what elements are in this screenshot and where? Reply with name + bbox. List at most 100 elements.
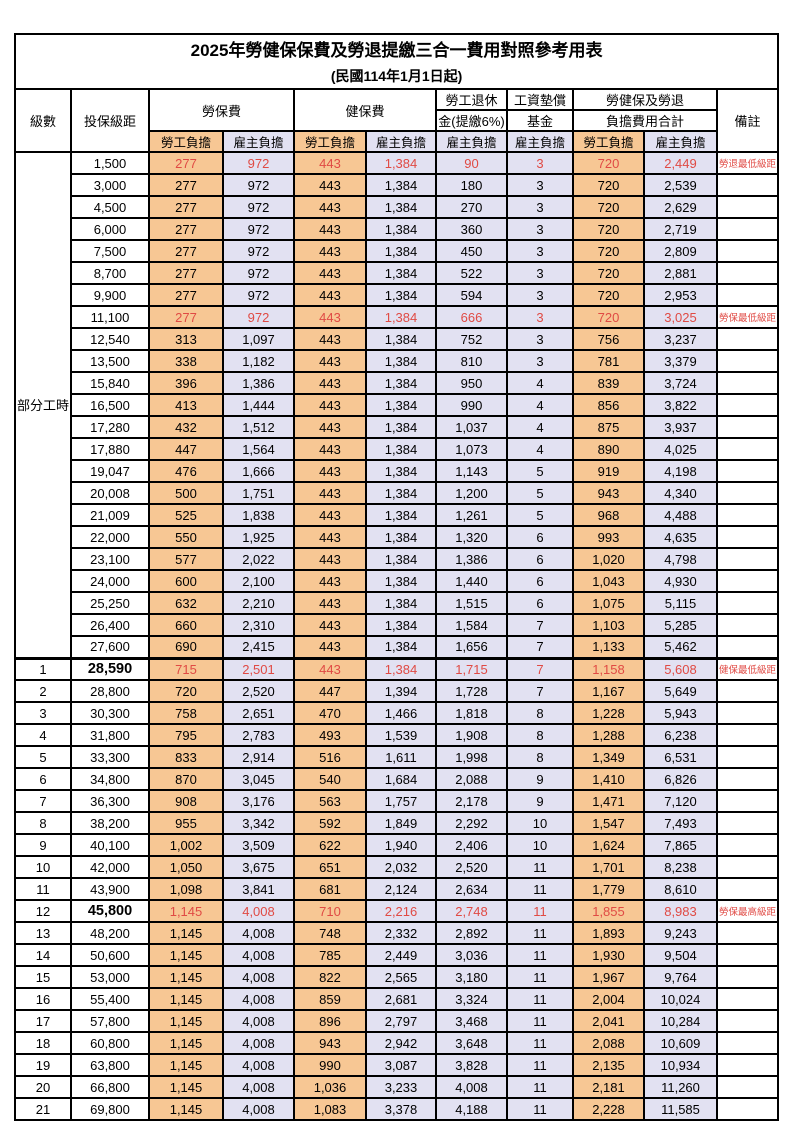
cell-total-employee: 2,228 [572, 1097, 645, 1121]
cell-labor-employee: 577 [148, 547, 224, 571]
cell-health-employer: 1,539 [365, 723, 437, 747]
table-row: 17 57,800 1,145 4,008 896 2,797 3,468 11 2,041 10… [14, 1009, 780, 1033]
cell-health-employer: 2,449 [365, 943, 437, 967]
cell-health-employee: 592 [293, 811, 367, 835]
cell-fund-employer: 11 [506, 1009, 574, 1033]
cell-pension-employer: 522 [435, 261, 508, 285]
cell-labor-employer: 2,100 [222, 569, 295, 593]
cell-note [715, 349, 780, 373]
cell-health-employer: 1,384 [365, 503, 437, 527]
cell-labor-employer: 972 [222, 305, 295, 329]
cell-labor-employee: 1,145 [148, 987, 224, 1011]
cell-health-employee: 896 [293, 1009, 367, 1033]
cell-total-employer: 5,608 [643, 656, 718, 681]
cell-health-employer: 1,384 [365, 415, 437, 439]
cell-health-employee: 443 [293, 635, 367, 659]
cell-total-employee: 875 [572, 415, 645, 439]
cell-health-employer: 1,384 [365, 261, 437, 285]
title-cell: 2025年勞健保保費及勞退提繳三合一費用對照參考用表 (民國114年1月1日起) [13, 33, 780, 90]
cell-fund-employer: 3 [506, 151, 574, 175]
cell-total-employer: 2,719 [643, 217, 718, 241]
cell-note [715, 943, 780, 967]
cell-total-employee: 1,624 [572, 833, 645, 857]
cell-note: 勞保最低級距 [715, 305, 780, 329]
table-row: 17,880 447 1,564 443 1,384 1,073 4 890 4,025 [15, 437, 780, 461]
table-subtitle: (民國114年1月1日起) [330, 67, 463, 84]
cell-labor-employer: 2,310 [222, 613, 295, 637]
cell-pension-employer: 2,892 [435, 921, 508, 945]
cell-total-employer: 9,504 [643, 943, 718, 967]
cell-note [715, 877, 780, 901]
cell-fund-employer: 4 [506, 437, 574, 461]
cell-labor-employer: 1,182 [222, 349, 295, 373]
cell-health-employer: 1,384 [365, 459, 437, 483]
cell-fund-employer: 11 [506, 1075, 574, 1099]
cell-health-employee: 443 [293, 393, 367, 417]
header-health-insurance: 健保費 [293, 88, 437, 132]
cell-note: 健保最低級距 [715, 656, 780, 681]
cell-note [715, 393, 780, 417]
cell-note [715, 635, 780, 659]
cell-fund-employer: 10 [506, 811, 574, 835]
cell-labor-employee: 447 [148, 437, 224, 461]
cell-total-employer: 6,531 [643, 745, 718, 769]
cell-note [715, 613, 780, 637]
cell-labor-employer: 2,022 [222, 547, 295, 571]
cell-level: 7 [14, 789, 72, 813]
cell-pension-employer: 1,386 [435, 547, 508, 571]
cell-total-employee: 1,893 [572, 921, 645, 945]
cell-total-employer: 4,798 [643, 547, 718, 571]
cell-pension-employer: 1,037 [435, 415, 508, 439]
cell-total-employee: 1,158 [572, 656, 645, 681]
cell-total-employee: 1,228 [572, 701, 645, 725]
cell-health-employer: 3,087 [365, 1053, 437, 1077]
cell-health-employee: 748 [293, 921, 367, 945]
cell-total-employee: 1,075 [572, 591, 645, 615]
cell-total-employer: 3,379 [643, 349, 718, 373]
cell-bracket: 66,800 [70, 1075, 150, 1099]
cell-pension-employer: 3,180 [435, 965, 508, 989]
cell-health-employer: 1,394 [365, 679, 437, 703]
cell-labor-employee: 500 [148, 481, 224, 505]
cell-fund-employer: 8 [506, 701, 574, 725]
cell-bracket: 34,800 [70, 767, 150, 791]
cell-fund-employer: 3 [506, 305, 574, 329]
cell-total-employer: 10,609 [643, 1031, 718, 1055]
cell-health-employee: 443 [293, 261, 367, 285]
subheader-health-employee: 勞工負擔 [293, 130, 367, 153]
cell-health-employee: 470 [293, 701, 367, 725]
cell-total-employer: 10,284 [643, 1009, 718, 1033]
cell-total-employee: 720 [572, 261, 645, 285]
cell-pension-employer: 450 [435, 239, 508, 263]
cell-labor-employer: 3,176 [222, 789, 295, 813]
cell-total-employee: 1,103 [572, 613, 645, 637]
cell-labor-employee: 413 [148, 393, 224, 417]
cell-total-employee: 1,967 [572, 965, 645, 989]
cell-fund-employer: 5 [506, 503, 574, 527]
cell-bracket: 22,000 [70, 525, 150, 549]
cell-health-employee: 563 [293, 789, 367, 813]
cell-note [715, 591, 780, 615]
cell-labor-employee: 1,145 [148, 921, 224, 945]
premium-reference-table: 2025年勞健保保費及勞退提繳三合一費用對照參考用表 (民國114年1月1日起)… [13, 33, 780, 1121]
subheader-labor-employee: 勞工負擔 [148, 130, 224, 153]
cell-fund-employer: 11 [506, 943, 574, 967]
table-row: 23,100 577 2,022 443 1,384 1,386 6 1,020 4,798 [15, 547, 780, 571]
cell-pension-employer: 1,200 [435, 481, 508, 505]
cell-total-employer: 3,822 [643, 393, 718, 417]
table-row: 13 48,200 1,145 4,008 748 2,332 2,892 11 1,893 9,… [14, 921, 780, 945]
cell-labor-employee: 758 [148, 701, 224, 725]
cell-total-employer: 2,449 [643, 151, 718, 175]
cell-pension-employer: 1,818 [435, 701, 508, 725]
table-title: 2025年勞健保保費及勞退提繳三合一費用對照參考用表 [190, 40, 603, 60]
table-row: 9 40,100 1,002 3,509 622 1,940 2,406 10 1,624 7,8… [14, 833, 780, 857]
cell-health-employee: 443 [293, 283, 367, 307]
cell-total-employer: 9,764 [643, 965, 718, 989]
cell-note [715, 789, 780, 813]
cell-note [715, 965, 780, 989]
cell-health-employee: 443 [293, 151, 367, 175]
cell-note [715, 283, 780, 307]
cell-labor-employee: 1,145 [148, 1009, 224, 1033]
cell-total-employer: 11,260 [643, 1075, 718, 1099]
